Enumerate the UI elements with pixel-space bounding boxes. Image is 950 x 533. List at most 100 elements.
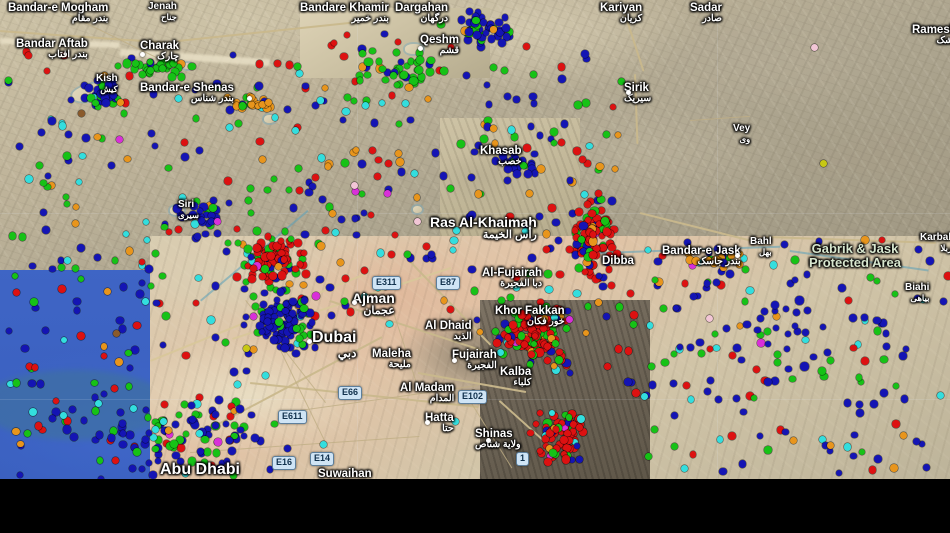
vessel-marker[interactable]: [142, 298, 149, 305]
vessel-marker[interactable]: [453, 227, 460, 234]
vessel-marker[interactable]: [300, 305, 307, 312]
vessel-marker[interactable]: [78, 110, 85, 117]
vessel-marker[interactable]: [188, 457, 196, 465]
vessel-marker[interactable]: [37, 380, 45, 388]
vessel-marker[interactable]: [599, 283, 606, 290]
vessel-marker[interactable]: [152, 446, 158, 452]
vessel-marker[interactable]: [259, 273, 266, 280]
vessel-marker[interactable]: [168, 73, 176, 81]
vessel-marker[interactable]: [630, 321, 637, 328]
vessel-marker[interactable]: [61, 337, 67, 343]
vessel-marker[interactable]: [529, 93, 537, 101]
vessel-marker[interactable]: [490, 64, 498, 72]
vessel-marker[interactable]: [810, 354, 817, 361]
vessel-marker[interactable]: [353, 232, 360, 239]
vessel-marker[interactable]: [625, 347, 633, 355]
vessel-marker[interactable]: [117, 409, 124, 416]
vessel-marker[interactable]: [178, 213, 186, 221]
vessel-marker[interactable]: [78, 276, 84, 282]
vessel-marker[interactable]: [126, 72, 133, 79]
vessel-marker[interactable]: [791, 256, 799, 264]
vessel-marker[interactable]: [416, 56, 424, 64]
vessel-marker[interactable]: [282, 228, 288, 234]
vessel-marker[interactable]: [73, 298, 81, 306]
vessel-marker[interactable]: [802, 329, 809, 336]
vessel-marker[interactable]: [713, 345, 719, 351]
vessel-marker[interactable]: [506, 213, 514, 221]
vessel-marker[interactable]: [322, 85, 328, 91]
vessel-marker[interactable]: [874, 327, 882, 335]
vessel-marker[interactable]: [196, 147, 203, 154]
vessel-marker[interactable]: [105, 81, 112, 88]
vessel-marker[interactable]: [757, 339, 765, 347]
vessel-marker[interactable]: [513, 284, 520, 291]
vessel-marker[interactable]: [172, 452, 180, 460]
vessel-marker[interactable]: [213, 80, 220, 87]
vessel-marker[interactable]: [820, 160, 827, 167]
vessel-marker[interactable]: [115, 358, 123, 366]
vessel-marker[interactable]: [95, 400, 102, 407]
vessel-marker[interactable]: [70, 433, 78, 441]
vessel-marker[interactable]: [632, 389, 640, 397]
vessel-marker[interactable]: [25, 52, 32, 59]
vessel-marker[interactable]: [879, 237, 885, 243]
vessel-marker[interactable]: [850, 345, 856, 351]
vessel-marker[interactable]: [507, 294, 514, 301]
vessel-marker[interactable]: [241, 433, 247, 439]
vessel-marker[interactable]: [82, 134, 90, 142]
vessel-marker[interactable]: [116, 317, 123, 324]
vessel-marker[interactable]: [599, 244, 607, 252]
vessel-marker[interactable]: [440, 172, 447, 179]
vessel-marker[interactable]: [91, 380, 97, 386]
vessel-marker[interactable]: [94, 134, 101, 141]
vessel-marker[interactable]: [771, 377, 779, 385]
vessel-marker[interactable]: [518, 332, 526, 340]
vessel-marker[interactable]: [795, 296, 803, 304]
vessel-marker[interactable]: [818, 367, 826, 375]
vessel-marker[interactable]: [69, 406, 76, 413]
vessel-marker[interactable]: [152, 143, 158, 149]
vessel-marker[interactable]: [79, 153, 86, 160]
vessel-marker[interactable]: [549, 449, 557, 457]
vessel-marker[interactable]: [386, 321, 393, 328]
vessel-marker[interactable]: [414, 218, 421, 225]
vessel-marker[interactable]: [145, 414, 152, 421]
vessel-marker[interactable]: [302, 83, 308, 89]
vessel-marker[interactable]: [867, 274, 874, 281]
vessel-marker[interactable]: [671, 443, 678, 450]
vessel-marker[interactable]: [944, 272, 950, 280]
vessel-marker[interactable]: [226, 437, 233, 444]
vessel-marker[interactable]: [316, 276, 323, 283]
vessel-marker[interactable]: [704, 280, 710, 286]
vessel-marker[interactable]: [618, 78, 625, 85]
vessel-marker[interactable]: [130, 405, 137, 412]
vessel-marker[interactable]: [781, 241, 788, 248]
vessel-marker[interactable]: [720, 259, 727, 266]
vessel-marker[interactable]: [12, 428, 20, 436]
vessel-marker[interactable]: [528, 254, 536, 262]
vessel-marker[interactable]: [96, 431, 104, 439]
vessel-marker[interactable]: [361, 210, 367, 216]
vessel-marker[interactable]: [411, 170, 418, 177]
vessel-marker[interactable]: [250, 293, 257, 300]
vessel-marker[interactable]: [553, 426, 560, 433]
vessel-marker[interactable]: [684, 239, 691, 246]
vessel-marker[interactable]: [926, 257, 934, 265]
vessel-marker[interactable]: [267, 252, 275, 260]
vessel-marker[interactable]: [869, 466, 877, 474]
vessel-marker[interactable]: [698, 350, 705, 357]
vessel-marker[interactable]: [230, 472, 237, 479]
vessel-marker[interactable]: [648, 363, 655, 370]
vessel-marker[interactable]: [440, 67, 447, 74]
vessel-marker[interactable]: [426, 68, 434, 76]
vessel-marker[interactable]: [9, 232, 16, 239]
vessel-marker[interactable]: [472, 17, 479, 24]
vessel-marker[interactable]: [827, 442, 834, 449]
vessel-marker[interactable]: [60, 412, 67, 419]
vessel-marker[interactable]: [364, 58, 372, 66]
vessel-marker[interactable]: [256, 60, 263, 67]
vessel-marker[interactable]: [170, 60, 177, 67]
vessel-marker[interactable]: [312, 344, 319, 351]
vessel-marker[interactable]: [124, 156, 131, 163]
vessel-marker[interactable]: [683, 382, 690, 389]
